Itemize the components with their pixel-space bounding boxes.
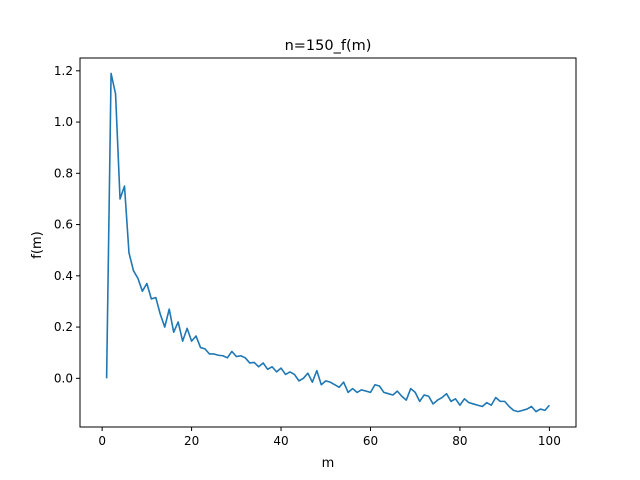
y-tick-label: 1.0 xyxy=(54,115,73,129)
x-tick-label: 80 xyxy=(452,434,467,448)
y-axis-ticks: 0.0 0.2 0.4 0.6 0.8 1.0 1.2 xyxy=(54,64,80,385)
y-tick-label: 0.8 xyxy=(54,166,73,180)
x-tick-label: 60 xyxy=(363,434,378,448)
y-tick-label: 0.0 xyxy=(54,371,73,385)
x-tick-label: 100 xyxy=(538,434,561,448)
plot-area xyxy=(105,72,550,413)
y-tick-label: 0.2 xyxy=(54,320,73,334)
y-tick-label: 0.4 xyxy=(54,269,73,283)
y-tick-label: 0.6 xyxy=(54,218,73,232)
chart-title: n=150_f(m) xyxy=(285,38,372,54)
y-axis-label: f(m) xyxy=(30,231,45,258)
axes-frame xyxy=(79,57,577,428)
x-tick-label: 20 xyxy=(184,434,199,448)
x-tick-label: 0 xyxy=(98,434,106,448)
series-line xyxy=(105,72,550,413)
x-axis-label: m xyxy=(322,456,335,471)
x-tick-label: 40 xyxy=(273,434,288,448)
y-tick-label: 1.2 xyxy=(54,64,73,78)
x-axis-ticks: 0 20 40 60 80 100 xyxy=(98,427,561,448)
